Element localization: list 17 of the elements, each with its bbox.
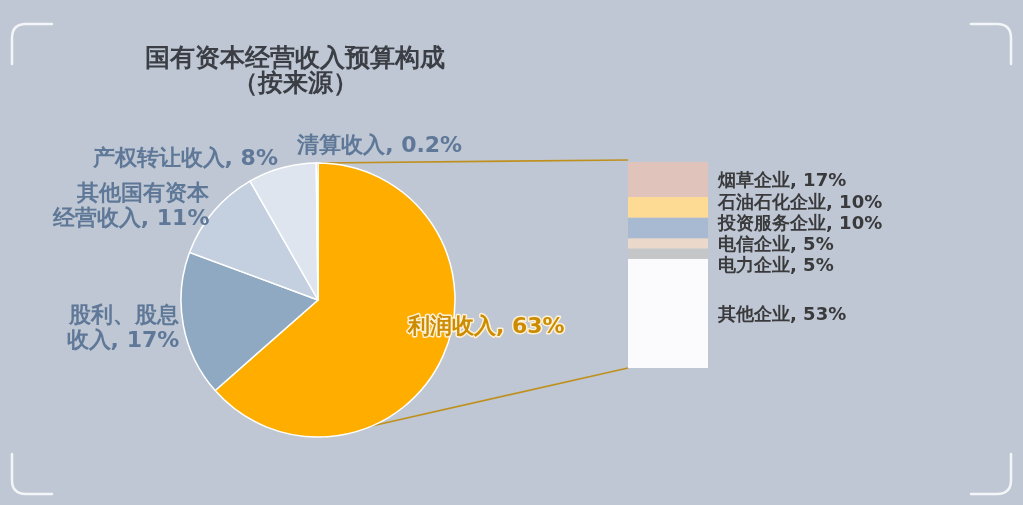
series-label: 其他企业, 53% — [717, 302, 847, 324]
bar — [628, 197, 708, 218]
slice-label: 产权转让收入, 8% — [91, 145, 278, 171]
series-label: 烟草企业, 17% — [717, 168, 847, 190]
bar — [628, 217, 708, 239]
slice-label: 清算收入, 0.2% — [296, 131, 463, 157]
slice-label: 股利、股息收入, 17% — [66, 302, 180, 353]
series-label: 石油石化企业, 10% — [717, 191, 883, 213]
series-label: 电力企业, 5% — [718, 254, 834, 276]
slice-label: 利润收入, 63% — [406, 313, 565, 339]
series-label: 电信企业, 5% — [718, 233, 834, 255]
bar — [628, 248, 708, 259]
bar — [628, 162, 708, 198]
slice-label: 其他国有资本经营收入, 11% — [51, 179, 211, 230]
series-label: 投资服务企业, 10% — [717, 212, 883, 234]
bar — [628, 238, 708, 249]
bar — [628, 258, 708, 368]
